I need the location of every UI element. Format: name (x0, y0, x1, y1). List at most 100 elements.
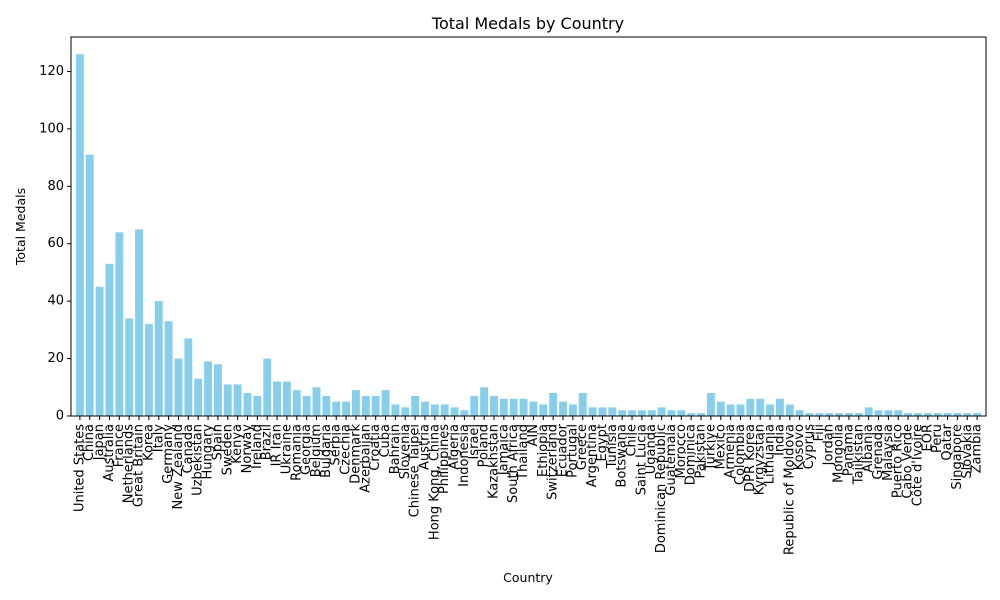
x-tick-label: Australia (102, 424, 117, 482)
bar (282, 381, 291, 416)
bar (184, 338, 193, 416)
bar (559, 401, 567, 416)
bar (135, 229, 143, 416)
y-tick-label: 60 (47, 236, 64, 251)
x-tick-label: Bulgaria (319, 424, 334, 478)
bar (460, 410, 469, 416)
bars-group (75, 54, 982, 417)
x-tick-label: Uzbekistan (191, 424, 206, 496)
x-tick-label: Jamaica (496, 424, 511, 476)
bar (943, 413, 952, 416)
bar (923, 413, 932, 416)
x-tick-label: Japan (92, 424, 107, 461)
bar (904, 413, 913, 416)
x-tick-label: Grenada (871, 424, 886, 480)
x-tick-label: Slovakia (960, 424, 975, 479)
bar (322, 395, 331, 416)
bar (154, 301, 163, 416)
bar (805, 413, 814, 416)
x-tick-label: Jordan (822, 424, 837, 466)
x-tick-label: Republic of Moldova (782, 424, 797, 555)
bar (243, 393, 252, 416)
bar (825, 413, 834, 416)
x-tick-label: China (82, 424, 97, 461)
bar (411, 395, 420, 416)
bar (470, 395, 479, 416)
x-tick-label: Argentina (585, 424, 600, 487)
bar (667, 410, 676, 416)
bar (598, 407, 607, 416)
bar (854, 413, 863, 416)
bar (864, 407, 873, 416)
bar (292, 390, 301, 416)
bar (588, 407, 597, 416)
y-axis-label: Total Medals (13, 188, 28, 266)
x-tick-label: Chile (625, 424, 640, 457)
x-tick-label: Bahrain (388, 424, 403, 474)
chart-title: Total Medals by Country (431, 14, 624, 33)
bar (963, 413, 972, 416)
x-tick-label: Ukraine (279, 424, 294, 474)
plot-frame (70, 36, 987, 417)
bar (608, 407, 617, 416)
x-tick-label: Lithuania (763, 424, 778, 484)
x-tick-label: Czechia (339, 424, 354, 475)
x-tick-label: Côte d'Ivoire (910, 424, 925, 506)
x-tick-label: DPR Korea (743, 424, 758, 492)
bar (223, 384, 232, 416)
bar (775, 398, 784, 416)
bar (421, 401, 429, 416)
bar (194, 378, 203, 416)
x-tick-label: Tajikistan (851, 424, 866, 485)
bar (352, 390, 360, 416)
bar (578, 393, 587, 416)
bar (845, 413, 853, 416)
x-tick-label: Panama (841, 424, 856, 476)
bar (361, 395, 370, 416)
x-tick-label: France (112, 424, 127, 467)
bar (637, 410, 646, 416)
y-tick-label: 40 (47, 294, 64, 309)
bar (657, 407, 666, 416)
x-tick-label: United States (72, 424, 87, 512)
bar (144, 324, 153, 416)
x-tick-label: Hong Kong, China (427, 424, 442, 540)
x-tick-label: Guatemala (664, 424, 679, 496)
x-tick-label: EOR (920, 424, 935, 451)
x-tick-label: Spain (210, 424, 225, 460)
x-tick-label: Philippines (437, 424, 452, 494)
x-tick-label: Malaysia (881, 424, 896, 481)
x-tick-label: Saint Lucia (634, 424, 649, 495)
x-tick-label: South Africa (506, 424, 521, 503)
bar (677, 410, 686, 416)
x-tick-label: Tunisia (605, 424, 620, 469)
x-tick-label: Denmark (348, 424, 363, 484)
x-tick-label: Germany (161, 424, 176, 484)
x-tick-label: Cyprus (802, 424, 817, 470)
x-tick-label: Israel (467, 424, 482, 460)
x-tick-label: Georgia (299, 424, 314, 475)
bar (647, 410, 656, 416)
x-tick-label: Ethiopia (536, 424, 551, 477)
bar (815, 413, 824, 416)
x-tick-label: Kyrgyzstan (753, 424, 768, 495)
bar (430, 404, 439, 416)
x-tick-label: Slovenia (398, 424, 413, 479)
x-tick-label: Morocco (674, 424, 689, 478)
bar (164, 321, 173, 416)
x-tick-label: Dominica (684, 424, 699, 485)
x-tick-label: Azerbaijan (358, 424, 373, 493)
bar (766, 404, 775, 416)
bar (726, 404, 735, 416)
x-tick-label: Hungary (201, 424, 216, 480)
bar (204, 361, 212, 416)
x-tick-label: Qatar (940, 423, 955, 460)
bar (371, 395, 380, 416)
bar (75, 54, 84, 417)
x-tick-label: Puerto Rico (891, 424, 906, 498)
bar (440, 404, 449, 416)
bar (342, 401, 351, 416)
x-tick-label: Cabo Verde (901, 424, 916, 499)
bar (115, 232, 124, 416)
